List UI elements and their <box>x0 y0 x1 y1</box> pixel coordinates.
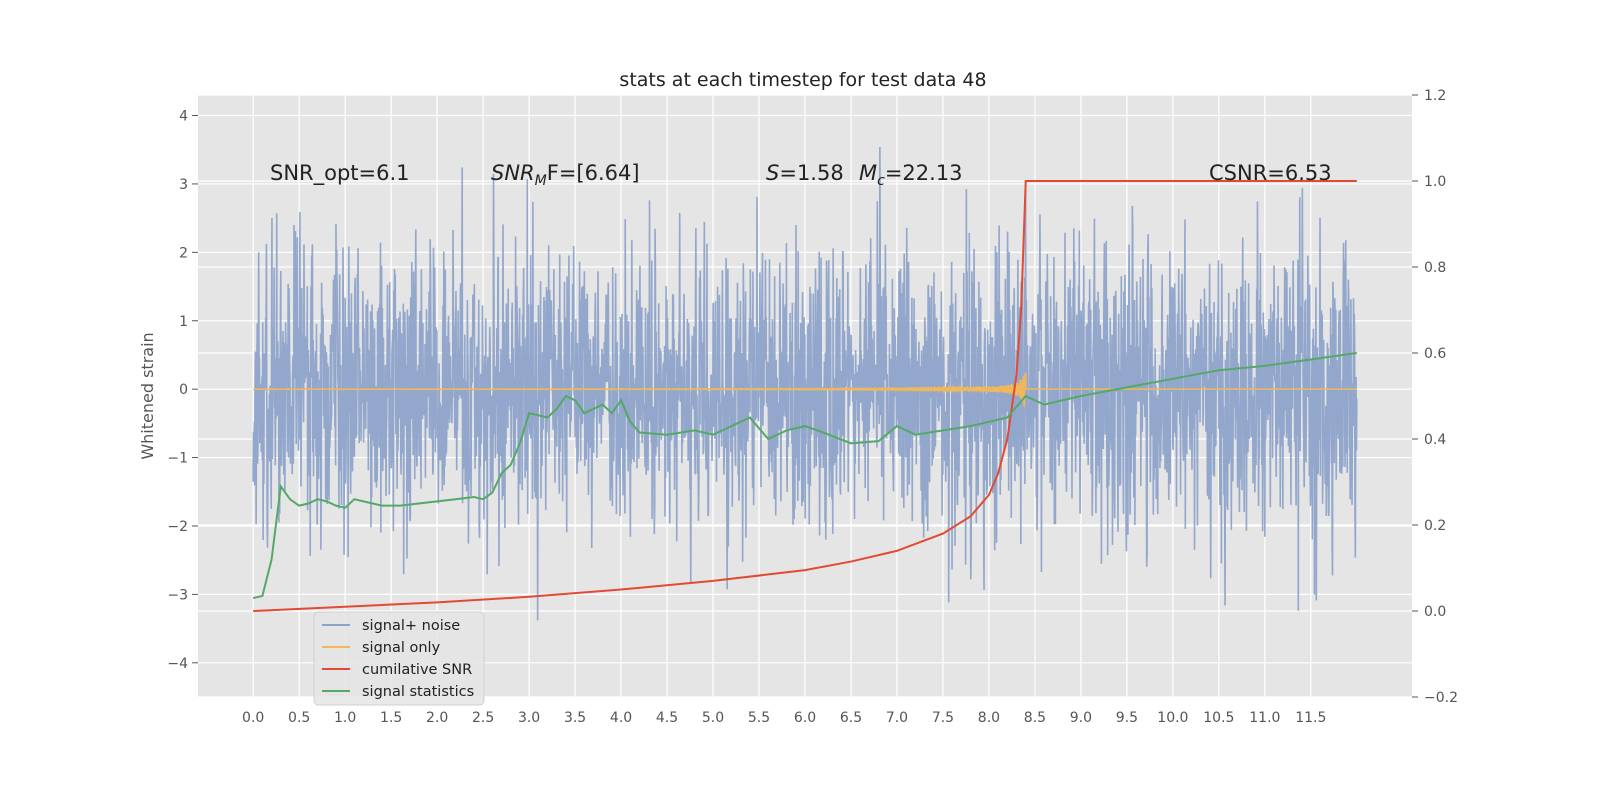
y-axis-label: Whitened strain <box>138 332 157 459</box>
annotation-rest: =1.58 <box>779 161 843 185</box>
y2-tick-label: 0.8 <box>1424 260 1446 276</box>
y-tick-label: −2 <box>167 519 188 535</box>
chart-title: stats at each timestep for test data 48 <box>619 69 986 91</box>
annotation-0: SNR_opt=6.1 <box>270 161 410 186</box>
x-tick-label: 0.5 <box>288 710 310 726</box>
x-tick-label: 6.0 <box>794 710 816 726</box>
y2-tick-label: 0.0 <box>1424 604 1446 620</box>
x-tick-label: 1.0 <box>334 710 356 726</box>
x-tick-label: 8.5 <box>1024 710 1046 726</box>
series-signal-statistics-line <box>252 352 1357 600</box>
x-tick-label: 10.5 <box>1203 710 1234 726</box>
right-axis: −0.2 0.0 0.2 0.4 0.6 0.8 1.0 1.2 <box>1412 88 1458 706</box>
annotation-sub: M <box>535 173 547 189</box>
x-tick-label: 5.5 <box>748 710 770 726</box>
y-tick-label: 2 <box>179 245 188 261</box>
legend-entry-label: signal+ noise <box>362 618 460 634</box>
x-tick-label: 2.0 <box>426 710 448 726</box>
x-tick-label: 6.5 <box>840 710 862 726</box>
y-tick-label: −3 <box>167 587 188 603</box>
y2-tick-label: 0.4 <box>1424 432 1446 448</box>
y-tick-label: 1 <box>179 314 188 330</box>
x-tick-label: 11.0 <box>1249 710 1280 726</box>
x-tick-label: 4.0 <box>610 710 632 726</box>
left-axis: −4 −3 −2 −1 0 1 2 3 4 <box>167 109 198 672</box>
y2-tick-label: 0.2 <box>1424 518 1446 534</box>
x-tick-label: 1.5 <box>380 710 402 726</box>
annotation-base: SNR <box>491 161 535 185</box>
x-tick-label: 7.0 <box>886 710 908 726</box>
x-tick-label: 10.0 <box>1157 710 1188 726</box>
x-tick-label: 0.0 <box>242 710 264 726</box>
annotation-rest: F=[6.64] <box>547 161 640 185</box>
annotation-2: S=1.58 <box>766 161 844 185</box>
x-tick-label: 2.5 <box>472 710 494 726</box>
y-tick-label: −4 <box>167 656 188 672</box>
y2-tick-label: 0.6 <box>1424 346 1446 362</box>
x-tick-label: 9.0 <box>1070 710 1092 726</box>
legend-entry-label: cumilative SNR <box>362 662 472 678</box>
x-tick-label: 4.5 <box>656 710 678 726</box>
y2-tick-label: 1.0 <box>1424 174 1446 190</box>
series-signal-only-line <box>252 372 1357 408</box>
annotation-sub: c <box>877 173 885 189</box>
x-tick-label: 11.5 <box>1295 710 1326 726</box>
legend-entry-label: signal only <box>362 640 441 656</box>
x-tick-label: 3.5 <box>564 710 586 726</box>
annotation-base: M <box>859 161 877 185</box>
y2-tick-label: −0.2 <box>1424 690 1458 706</box>
annotation-italic: S <box>766 161 779 185</box>
x-tick-label: 7.5 <box>932 710 954 726</box>
y-tick-label: 0 <box>179 382 188 398</box>
y2-tick-label: 1.2 <box>1424 88 1446 104</box>
plot-content <box>252 147 1358 621</box>
x-axis: 0.0 0.5 1.0 1.5 2.0 2.5 3.0 3.5 4.0 4.5 5.0 5.5 6.0 6… <box>242 710 1326 726</box>
annotation-1: SNRMF=[6.64] <box>491 161 640 189</box>
x-tick-label: 8.0 <box>978 710 1000 726</box>
annotation-3: Mc=22.13 <box>859 161 963 189</box>
y-tick-label: 3 <box>179 177 188 193</box>
annotation-rest: =22.13 <box>885 161 963 185</box>
x-tick-label: 3.0 <box>518 710 540 726</box>
annotations: SNR_opt=6.1 SNRMF=[6.64] S=1.58 Mc=22.13 CSN… <box>270 161 1332 189</box>
legend-entry-label: signal statistics <box>362 684 474 700</box>
series-cumulative-snr-line <box>253 180 1357 612</box>
x-tick-label: 5.0 <box>702 710 724 726</box>
annotation-4: CSNR=6.53 <box>1209 161 1332 185</box>
y-tick-label: −1 <box>167 451 188 467</box>
x-tick-label: 9.5 <box>1116 710 1138 726</box>
legend-box <box>313 611 485 706</box>
y-tick-label: 4 <box>179 109 188 125</box>
legend: signal+ noise signal only cumilative SNR si… <box>313 611 485 706</box>
